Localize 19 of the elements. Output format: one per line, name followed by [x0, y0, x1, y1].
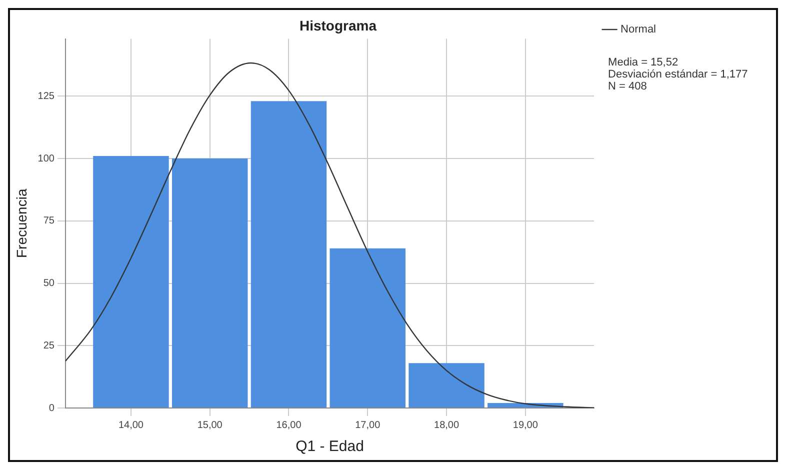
text: N = 408 — [608, 80, 647, 92]
x-tick-label: 15,00 — [197, 420, 223, 431]
x-tick-label: 19,00 — [512, 420, 538, 431]
y-tick-label: 0 — [48, 402, 55, 414]
y-tick-label: 125 — [38, 90, 55, 102]
x-tick-label: 14,00 — [118, 420, 144, 431]
y-tick-label: 100 — [38, 153, 55, 164]
x-tick-label: 18,00 — [434, 420, 460, 431]
x-axis-title: Q1 - Edad — [296, 438, 364, 456]
chart-title: Histograma — [299, 17, 377, 34]
text: Media = 15,52 — [608, 56, 678, 68]
y-tick-label: 75 — [43, 216, 55, 227]
x-tick-label: 17,00 — [355, 420, 381, 431]
legend-label: Normal — [620, 24, 656, 36]
y-tick-label: 50 — [43, 278, 55, 290]
x-tick-label: 16,00 — [276, 420, 302, 431]
y-axis-title: Frecuencia — [13, 188, 30, 258]
text: Desviación estándar = 1,177 — [608, 68, 748, 80]
y-tick-label: 25 — [43, 340, 55, 352]
